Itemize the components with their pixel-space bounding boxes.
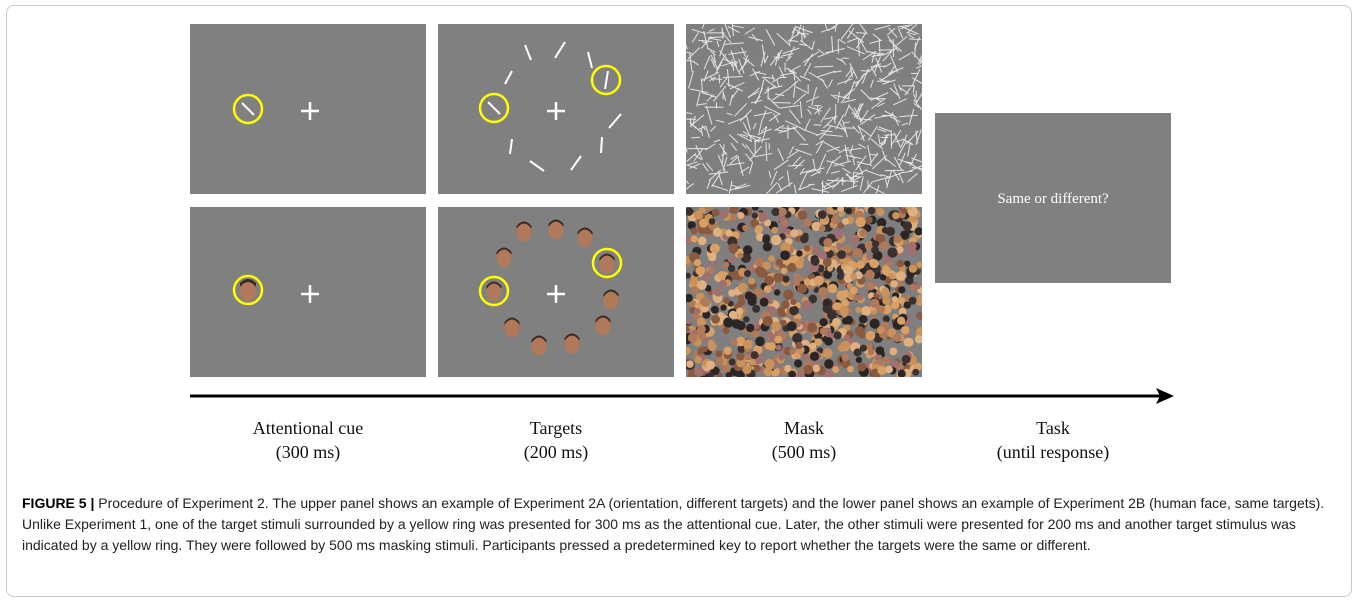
- timeline-label-text: Task: [1036, 418, 1070, 438]
- face-stimulus: [599, 254, 615, 274]
- face-stimulus: [564, 334, 580, 354]
- task-prompt: Same or different?: [997, 191, 1109, 207]
- face-stimulus: [516, 222, 532, 242]
- targets-orientation-graphic: [478, 41, 622, 172]
- timeline-label-task: Task (until response): [953, 416, 1153, 464]
- yellow-target-ring: [478, 275, 510, 307]
- caption-text: Procedure of Experiment 2. The upper pan…: [22, 495, 1325, 553]
- panel-targets-orientation: [438, 24, 674, 194]
- time-arrow: [190, 388, 1174, 404]
- yellow-target-ring: [590, 64, 622, 96]
- face-stimulus: [496, 248, 512, 268]
- yellow-target-ring: [591, 247, 623, 279]
- panel-targets-face: [438, 207, 674, 377]
- timeline-duration-text: (300 ms): [275, 442, 341, 462]
- timeline-label-targets: Targets (200 ms): [456, 416, 656, 464]
- line-mask-graphic: [686, 24, 922, 194]
- face-stimulus: [577, 228, 593, 248]
- yellow-cue-ring: [232, 93, 264, 125]
- cue-orientation-graphic: [232, 93, 319, 125]
- timeline-label-text: Attentional cue: [252, 418, 364, 438]
- panel-mask-lines: [686, 24, 922, 194]
- timeline-label-text: Mask: [784, 418, 824, 438]
- face-stimulus: [603, 290, 619, 310]
- timeline-label-mask: Mask (500 ms): [704, 416, 904, 464]
- yellow-cue-ring: [478, 92, 510, 124]
- panel-cue-face: [190, 207, 426, 377]
- timeline-label-text: Targets: [529, 418, 583, 438]
- face-stimulus: [548, 220, 564, 240]
- cue-face-graphic: [232, 274, 319, 306]
- dot-mask-graphic: [686, 207, 922, 377]
- face-stimulus: [486, 282, 502, 302]
- panel-mask-dots: [686, 207, 922, 377]
- face-stimulus: [240, 281, 256, 301]
- targets-face-graphic: [478, 219, 623, 356]
- face-stimulus: [504, 318, 520, 338]
- timeline-duration-text: (until response): [996, 442, 1110, 462]
- figure-caption: FIGURE 5 | Procedure of Experiment 2. Th…: [22, 493, 1334, 556]
- face-stimulus: [595, 316, 611, 336]
- panel-cue-orientation: [190, 24, 426, 194]
- face-stimulus: [531, 336, 547, 356]
- figure-label: FIGURE 5 |: [22, 495, 95, 511]
- timeline-duration-text: (200 ms): [523, 442, 589, 462]
- timeline-label-cue: Attentional cue (300 ms): [208, 416, 408, 464]
- panel-task: Same or different?: [935, 113, 1171, 283]
- oriented-line: [241, 102, 255, 116]
- yellow-cue-ring: [232, 274, 264, 306]
- timeline-duration-text: (500 ms): [771, 442, 837, 462]
